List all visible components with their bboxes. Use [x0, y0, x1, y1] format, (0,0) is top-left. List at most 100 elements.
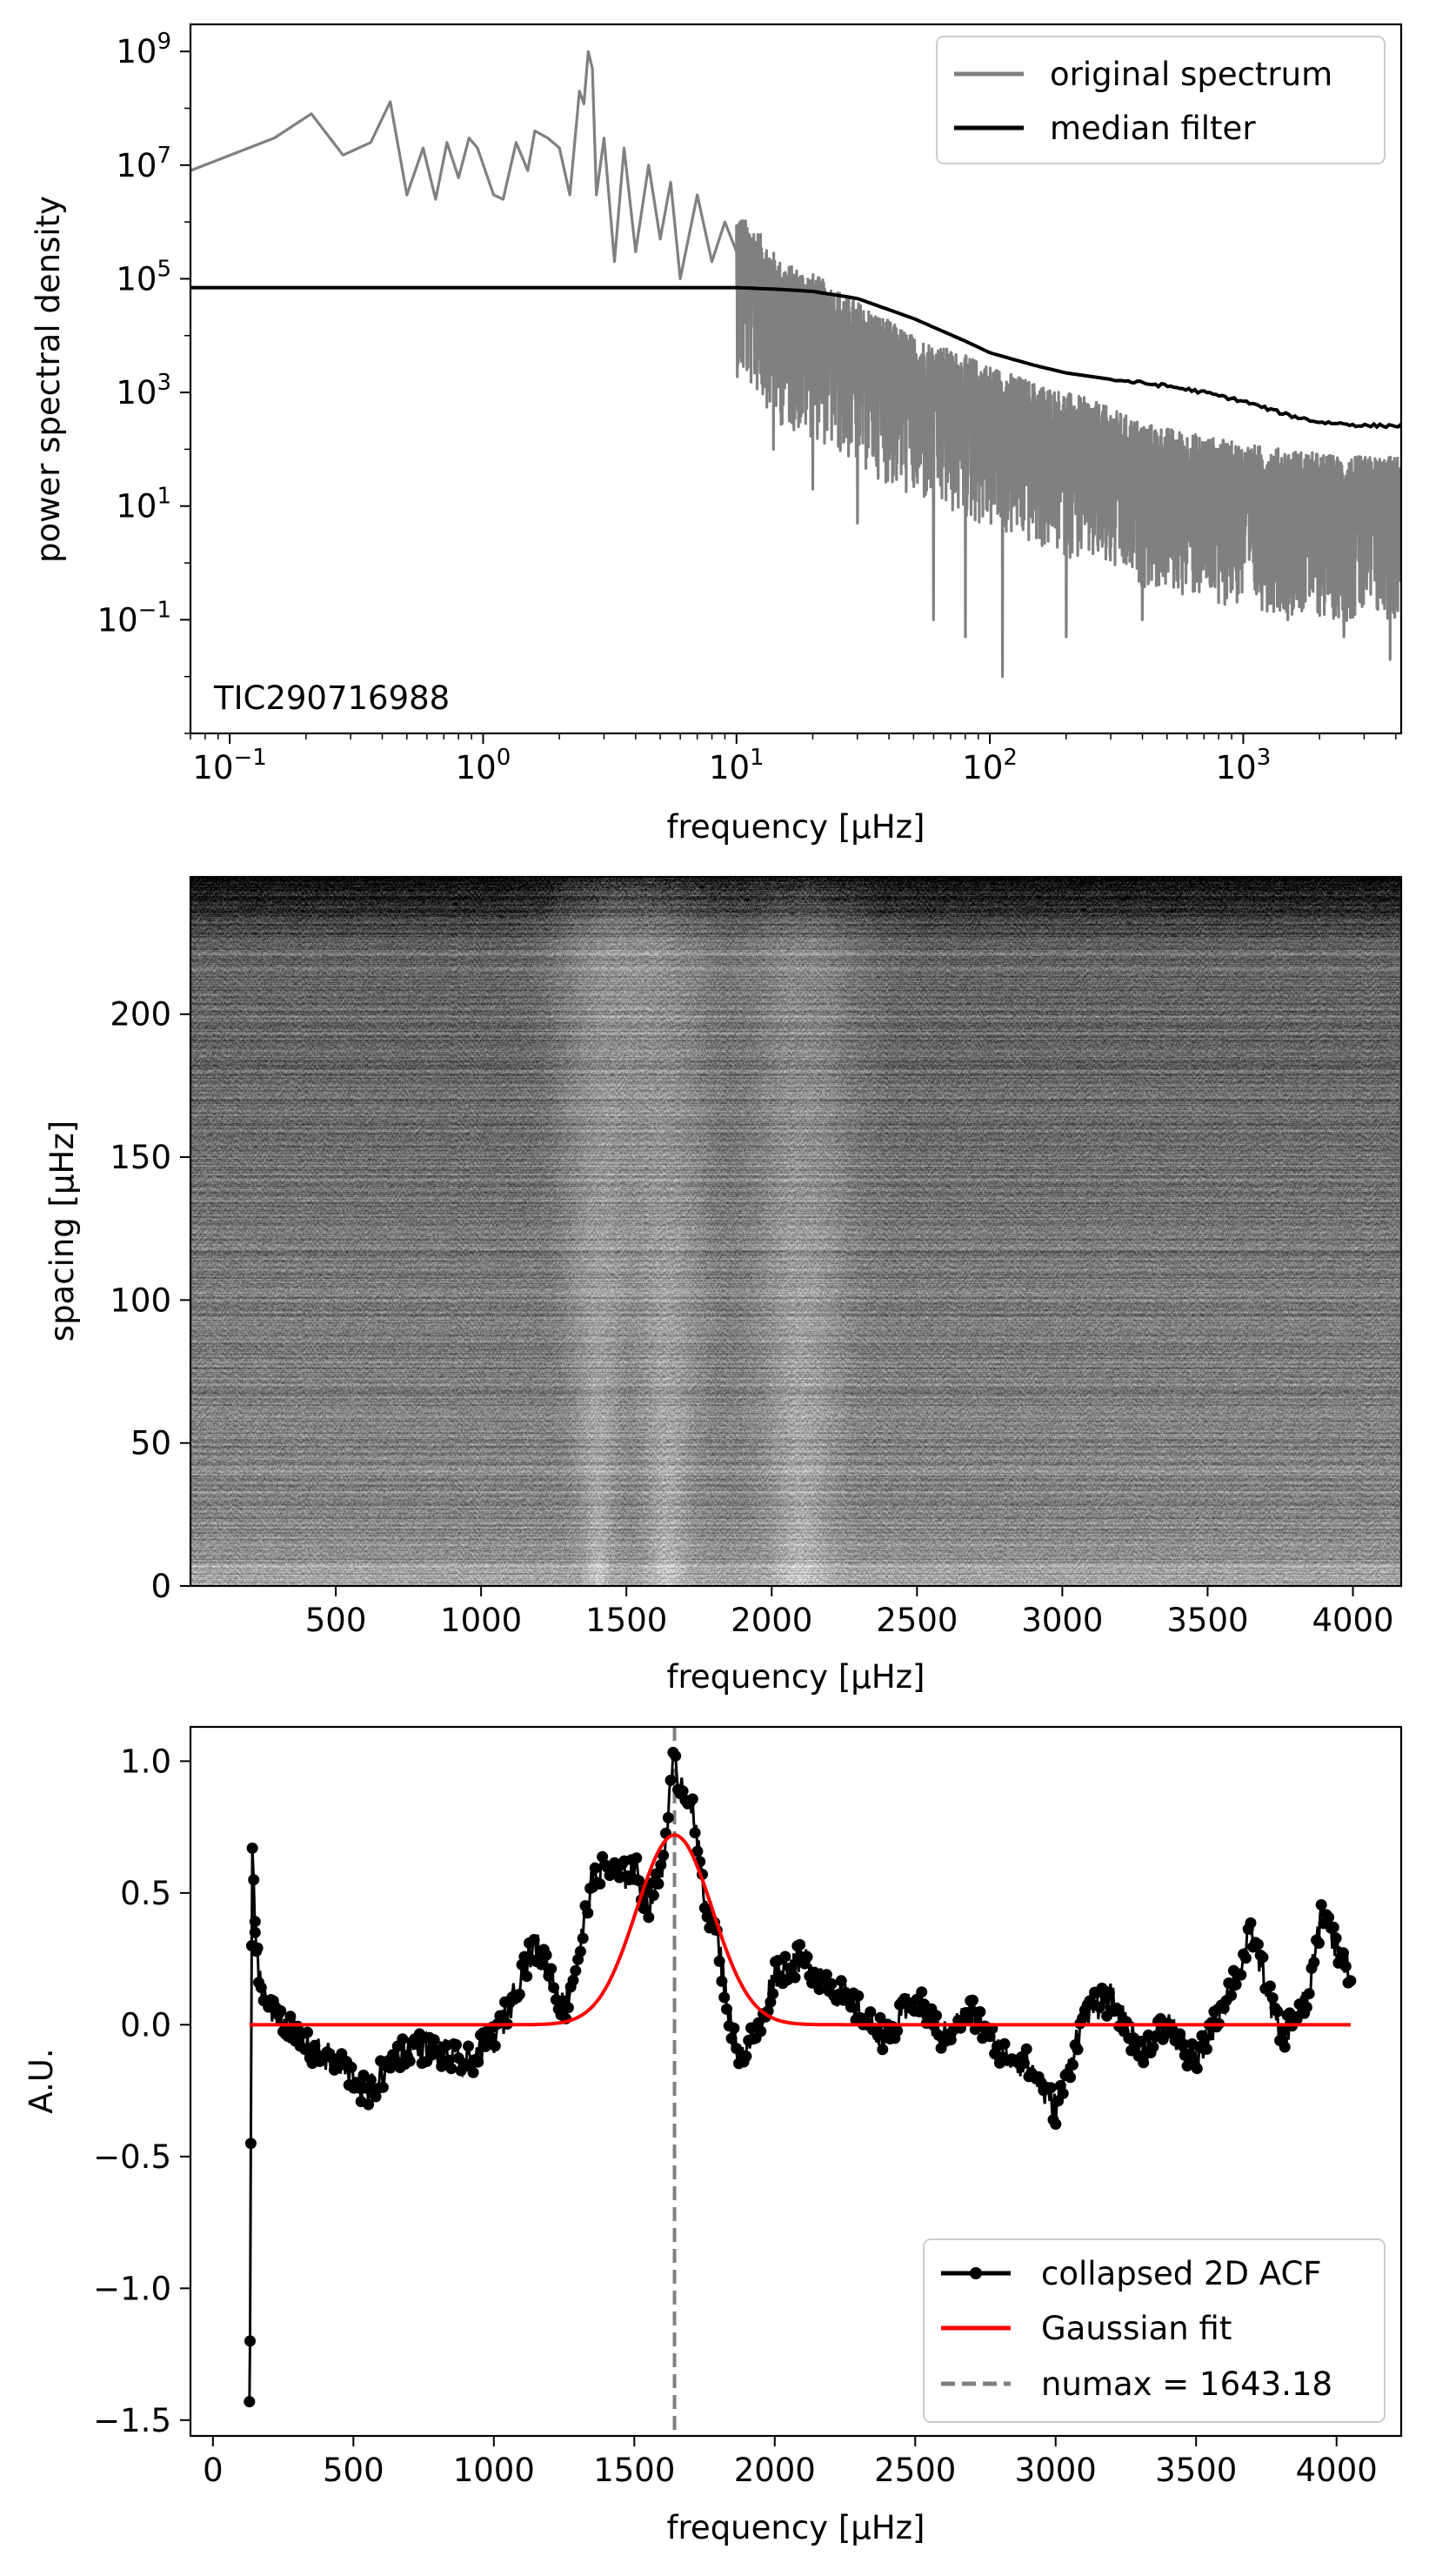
x-tick-label: 2000	[731, 1602, 812, 1639]
acf-point	[664, 1774, 677, 1786]
acf-point	[658, 1850, 670, 1862]
x-tick-label: 1500	[585, 1602, 667, 1639]
acf-point	[974, 2006, 986, 2017]
x-tick-label: 2000	[734, 2452, 816, 2489]
x-tick-label: 4000	[1296, 2452, 1378, 2489]
acf-point	[1272, 2005, 1284, 2017]
acf-point	[808, 1966, 820, 1978]
acf-heatmap-data	[190, 877, 1401, 1586]
acf-point	[255, 1982, 267, 1994]
x-tick-label: 3500	[1166, 1602, 1248, 1639]
acf-point	[244, 2138, 257, 2150]
acf-point	[1184, 2048, 1196, 2060]
acf-point	[725, 2032, 738, 2044]
acf-point	[1257, 1951, 1269, 1964]
acf-point	[874, 2011, 886, 2024]
acf-point	[1225, 1990, 1238, 2002]
acf-point	[1239, 1952, 1252, 1964]
y-tick-label: −0.5	[93, 2138, 171, 2176]
acf-point	[244, 2335, 256, 2347]
acf-point	[1327, 1921, 1339, 1933]
acf-heatmap-frame	[189, 875, 1403, 1588]
acf-point	[479, 2040, 491, 2052]
acf-point	[1345, 1975, 1357, 1987]
acf-point	[662, 1811, 674, 1823]
power-spectrum-frame	[189, 23, 1403, 735]
acf-point	[248, 1874, 260, 1886]
acf-point	[1339, 1960, 1352, 1972]
acf-point	[1191, 2063, 1203, 2075]
acf-point	[801, 1950, 813, 1963]
acf-heatmap-ticks: 500 1000 1500 2000 2500 3000 3500 4000 0 50 100 150…	[110, 996, 1393, 1639]
acf-point	[1279, 2041, 1291, 2053]
acf-point	[545, 1963, 558, 1975]
acf-point	[652, 1877, 664, 1890]
acf-point	[716, 1975, 728, 1987]
legend-label-acf: collapsed 2D ACF	[1041, 2255, 1322, 2292]
gaussian-fit-line	[249, 1833, 1351, 2027]
acf-point	[631, 1852, 643, 1864]
acf-point	[489, 2040, 501, 2052]
power-spectrum-panel: 10−1 100 101 102 103 10−1 101 103 105 107 109 TIC2…	[30, 23, 1403, 846]
acf-point	[497, 2010, 509, 2022]
x-tick-label: 0	[203, 2452, 224, 2489]
acf-point	[249, 1926, 261, 1938]
y-tick-label: 105	[116, 256, 171, 298]
acf-heatmap-panel: 500 1000 1500 2000 2500 3000 3500 4000 0 50 100 150…	[43, 875, 1403, 1696]
acf-point	[755, 2025, 767, 2037]
collapsed-acf-markers	[244, 1746, 1357, 2408]
acf-point	[916, 1986, 928, 1998]
acf-point	[1208, 2005, 1220, 2017]
acf-point	[528, 1934, 540, 1945]
x-tick-label: 1000	[453, 2452, 535, 2489]
acf-point	[1245, 1917, 1257, 1929]
collapsed-acf-data	[244, 1727, 1357, 2436]
acf-point	[767, 1988, 779, 2000]
acf-point	[536, 1958, 547, 1970]
acf-point	[931, 2010, 942, 2022]
acf-point	[467, 2066, 479, 2078]
acf-point	[577, 1932, 589, 1944]
acf-point	[698, 1902, 711, 1914]
acf-point	[689, 1827, 701, 1839]
y-tick-label: 100	[110, 1281, 171, 1319]
collapsed-acf-frame	[189, 1725, 1403, 2438]
legend-box	[936, 36, 1386, 164]
tic-annotation: TIC290716988	[213, 679, 450, 717]
acf-point	[363, 2098, 375, 2111]
acf-point	[686, 1793, 698, 1805]
acf-point	[1312, 1937, 1325, 1950]
legend-label-gaussian: Gaussian fit	[1041, 2310, 1232, 2347]
collapsed-acf-legend: collapsed 2D ACF Gaussian fit numax = 16…	[923, 2238, 1386, 2423]
acf-point	[1138, 2057, 1150, 2069]
acf-point	[677, 1785, 689, 1797]
x-tick-label: 3000	[1015, 2452, 1097, 2489]
acf-point	[852, 1990, 865, 2002]
collapsed-acf-panel: 0 500 1000 1500 2000 2500 3000 3500 4000 −1.5 −1.0…	[23, 1725, 1403, 2546]
acf-point	[1065, 2071, 1077, 2084]
x-tick-label: 2500	[874, 2452, 956, 2489]
acf-point	[1020, 2043, 1032, 2055]
acf-point	[246, 1842, 258, 1854]
x-tick-label: 3000	[1021, 1602, 1103, 1639]
collapsed-acf-ticks: 0 500 1000 1500 2000 2500 3000 3500 4000 −1.5 −1.0…	[93, 1743, 1378, 2489]
y-tick-label: 0.0	[120, 2006, 171, 2044]
median-filter-line	[190, 285, 1401, 430]
x-tick-label: 3500	[1155, 2452, 1237, 2489]
acf-point	[1018, 2057, 1030, 2069]
acf-point	[835, 1975, 847, 1987]
acf-point	[275, 2005, 287, 2017]
y-tick-label: 0.5	[120, 1875, 171, 1912]
acf-point	[411, 2038, 424, 2051]
acf-point	[1323, 1911, 1335, 1924]
acf-point	[998, 2037, 1011, 2050]
y-tick-label: 10−1	[97, 597, 171, 639]
acf-point	[574, 1945, 586, 1957]
acf-point	[548, 1982, 560, 1994]
acf-point	[1147, 2041, 1159, 2053]
acf-point	[1177, 2039, 1188, 2051]
acf-point	[1303, 1988, 1315, 2000]
acf-point	[820, 1969, 832, 1981]
x-tick-label: 1500	[593, 2452, 675, 2489]
acf-point	[1103, 1986, 1115, 1998]
